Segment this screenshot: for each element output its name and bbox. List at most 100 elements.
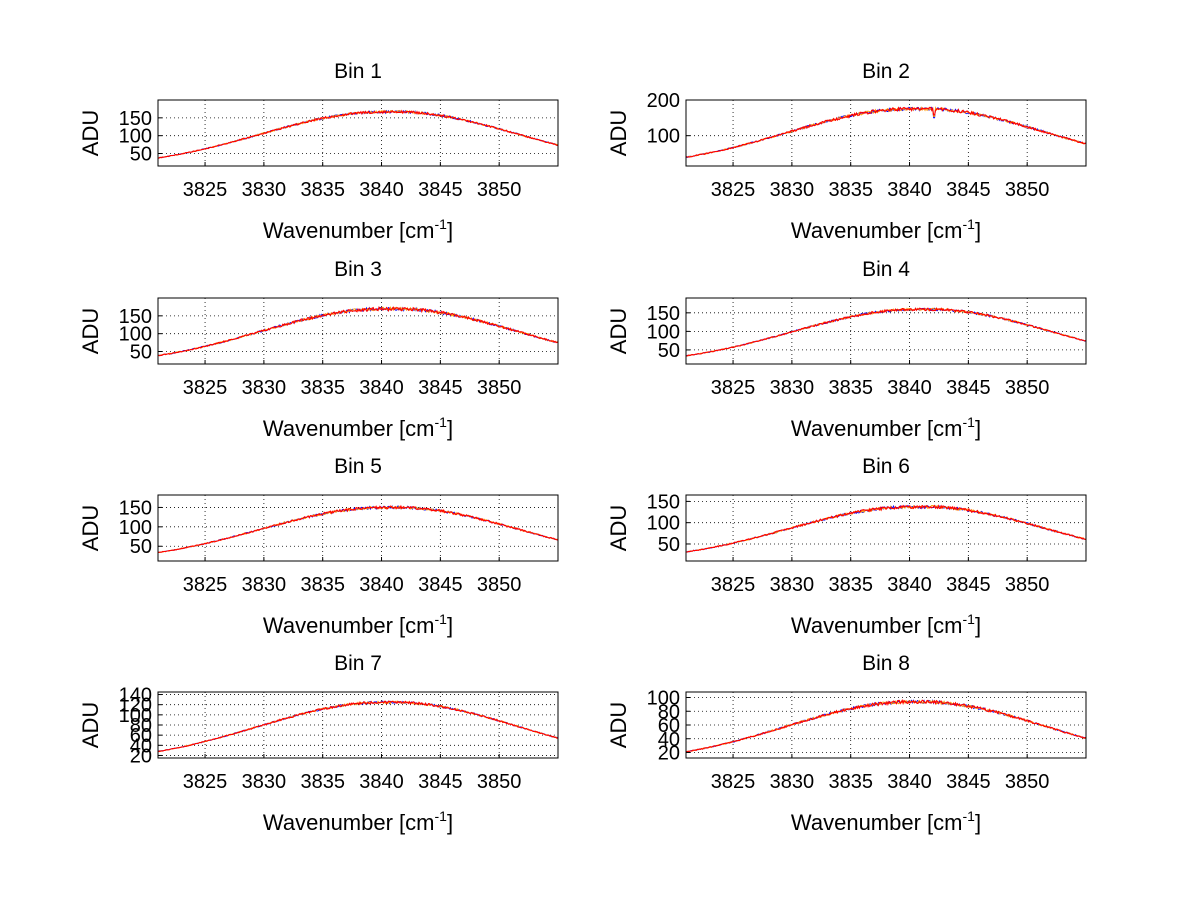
x-tick-label: 3825 <box>183 771 228 793</box>
x-axis-label: Wavenumber [cm-1] <box>791 414 981 441</box>
y-tick-label: 150 <box>119 306 152 328</box>
y-tick-label: 100 <box>647 126 680 148</box>
y-tick-label: 20 <box>130 745 152 767</box>
y-tick-label: 80 <box>658 701 680 723</box>
series-line-3 <box>157 504 559 554</box>
series-line-3 <box>685 699 1087 753</box>
y-axis-label: ADU <box>606 110 631 156</box>
x-tick-label: 3840 <box>887 179 932 201</box>
axes-box <box>685 99 1087 167</box>
x-tick-label: 3835 <box>828 179 873 201</box>
x-tick-label: 3840 <box>359 771 404 793</box>
x-tick-label: 3830 <box>770 377 815 399</box>
y-tick-label: 60 <box>130 725 152 747</box>
subplot-title: Bin 1 <box>334 60 382 83</box>
y-axis-label: ADU <box>606 702 631 748</box>
y-axis-label: ADU <box>606 505 631 551</box>
x-tick-label: 3840 <box>887 574 932 596</box>
y-tick-label: 100 <box>119 126 152 148</box>
subplot-2: 3825 3830 3835 3840 3845 3850 100 200 Bin 2 Waven… <box>606 60 1087 243</box>
x-tick-label: 3825 <box>711 771 756 793</box>
x-tick-label: 3830 <box>242 771 287 793</box>
y-axis-label: ADU <box>78 505 103 551</box>
x-tick-label: 3835 <box>300 179 345 201</box>
series-line-3 <box>157 109 559 159</box>
y-tick-label: 120 <box>119 695 152 717</box>
series-line-3 <box>685 106 1087 158</box>
x-tick-label: 3845 <box>418 377 463 399</box>
y-axis-label: ADU <box>78 308 103 354</box>
x-tick-label: 3830 <box>770 574 815 596</box>
x-tick-label: 3840 <box>359 179 404 201</box>
x-tick-label: 3845 <box>418 771 463 793</box>
y-tick-label: 140 <box>119 685 152 707</box>
x-tick-label: 3825 <box>711 377 756 399</box>
x-tick-label: 3835 <box>828 377 873 399</box>
x-tick-label: 3840 <box>359 377 404 399</box>
y-tick-label: 150 <box>647 491 680 513</box>
x-tick-label: 3850 <box>477 771 522 793</box>
y-tick-label: 20 <box>658 743 680 765</box>
x-tick-label: 3850 <box>477 179 522 201</box>
x-tick-label: 3840 <box>887 377 932 399</box>
axes-box <box>157 494 559 562</box>
y-tick-label: 150 <box>119 497 152 519</box>
x-tick-label: 3830 <box>770 771 815 793</box>
y-tick-label: 100 <box>647 513 680 535</box>
y-tick-label: 100 <box>647 688 680 710</box>
x-tick-label: 3830 <box>242 179 287 201</box>
x-axis-label: Wavenumber [cm-1] <box>791 216 981 243</box>
x-tick-label: 3835 <box>300 574 345 596</box>
axes-box <box>685 494 1087 562</box>
x-tick-label: 3825 <box>183 574 228 596</box>
x-tick-label: 3840 <box>887 771 932 793</box>
x-tick-label: 3835 <box>828 574 873 596</box>
x-tick-label: 3845 <box>418 574 463 596</box>
y-tick-label: 80 <box>130 715 152 737</box>
x-tick-label: 3840 <box>359 574 404 596</box>
subplot-title: Bin 3 <box>334 258 382 281</box>
x-tick-label: 3845 <box>946 377 991 399</box>
series-line-3 <box>685 504 1086 553</box>
subplot-title: Bin 2 <box>862 60 910 83</box>
plot-area <box>158 100 558 166</box>
x-tick-label: 3825 <box>183 377 228 399</box>
y-tick-label: 150 <box>647 303 680 325</box>
plot-area <box>686 495 1086 561</box>
x-axis-label: Wavenumber [cm-1] <box>263 414 453 441</box>
x-tick-label: 3845 <box>946 574 991 596</box>
x-tick-label: 3850 <box>1005 574 1050 596</box>
subplot-7: 3825 3830 3835 3840 3845 3850 2040608010012014… <box>78 652 559 835</box>
subplot-title: Bin 6 <box>862 455 910 478</box>
series-line-3 <box>157 305 559 357</box>
y-tick-label: 200 <box>647 90 680 112</box>
y-tick-label: 40 <box>130 735 152 757</box>
subplot-title: Bin 5 <box>334 455 382 478</box>
x-axis-label: Wavenumber [cm-1] <box>263 808 453 835</box>
x-tick-label: 3830 <box>242 574 287 596</box>
y-tick-label: 150 <box>119 108 152 130</box>
x-tick-label: 3830 <box>770 179 815 201</box>
axes-box <box>157 99 559 167</box>
y-tick-label: 50 <box>130 536 152 558</box>
subplot-title: Bin 4 <box>862 258 910 281</box>
subplot-title: Bin 7 <box>334 652 382 675</box>
y-axis-label: ADU <box>606 308 631 354</box>
series-line-3 <box>685 307 1087 357</box>
subplot-title: Bin 8 <box>862 652 910 675</box>
y-tick-label: 40 <box>658 729 680 751</box>
plot-area <box>158 495 558 561</box>
x-axis-label: Wavenumber [cm-1] <box>791 611 981 638</box>
x-tick-label: 3830 <box>242 377 287 399</box>
x-tick-label: 3850 <box>477 377 522 399</box>
y-tick-label: 50 <box>130 342 152 364</box>
x-axis-label: Wavenumber [cm-1] <box>263 611 453 638</box>
x-axis-label: Wavenumber [cm-1] <box>791 808 981 835</box>
x-tick-label: 3835 <box>828 771 873 793</box>
